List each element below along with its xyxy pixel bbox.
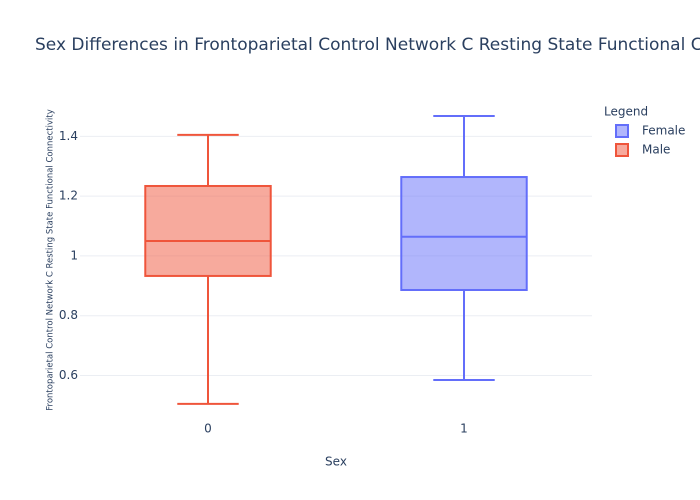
x-tick-label: 0	[204, 422, 212, 436]
box	[144, 184, 272, 277]
y-tick-label: 1.4	[59, 129, 78, 143]
y-tick-label: 1.2	[59, 189, 78, 203]
legend-title: Legend	[604, 105, 648, 119]
y-axis-label: Frontoparietal Control Network C Resting…	[46, 109, 56, 411]
box	[400, 176, 528, 291]
y-tick-label: 1	[70, 248, 78, 262]
x-tick-label: 1	[460, 422, 468, 436]
chart-title: Sex Differences in Frontoparietal Contro…	[35, 35, 700, 55]
legend-label: Female	[642, 124, 685, 138]
legend-label: Male	[642, 143, 670, 157]
x-axis-label: Sex	[325, 455, 347, 469]
legend-swatch	[615, 143, 629, 157]
y-tick-label: 0.6	[59, 368, 78, 382]
legend-swatch	[615, 124, 629, 138]
y-tick-label: 0.8	[59, 308, 78, 322]
